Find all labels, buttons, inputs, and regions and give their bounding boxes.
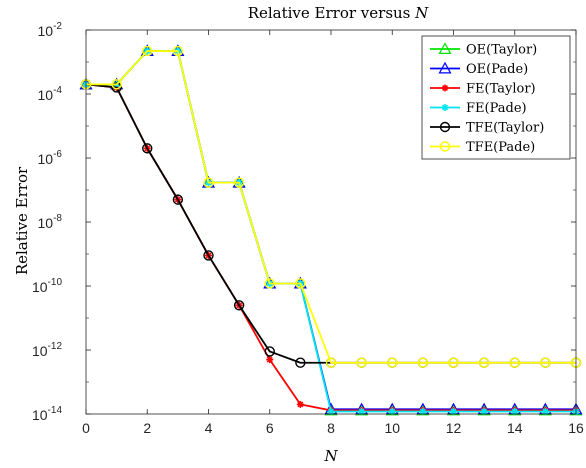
chart-title: Relative Error versus N <box>248 4 429 22</box>
y-tick-label: 10-8 <box>38 213 63 231</box>
legend-label-oe-taylor: OE(Taylor) <box>466 43 537 58</box>
y-tick-label: 10-10 <box>32 277 62 295</box>
data-point-tfe-taylor <box>111 82 122 93</box>
x-tick-label: 16 <box>568 420 584 436</box>
data-point-tfe-taylor <box>295 357 306 368</box>
y-tick-label: 10-2 <box>38 21 63 39</box>
x-tick-label: 2 <box>143 420 151 436</box>
data-point-tfe-pade <box>295 278 306 289</box>
legend-marker-fe-pade <box>441 104 449 111</box>
data-point-fe-taylor <box>266 356 274 364</box>
x-tick-label: 10 <box>384 420 400 436</box>
legend-label-tfe-taylor: TFE(Taylor) <box>466 121 544 136</box>
data-point-tfe-pade <box>264 278 275 289</box>
data-point-tfe-pade <box>417 357 429 368</box>
data-point-fe-pade <box>480 407 488 415</box>
data-point-tfe-pade <box>172 45 184 57</box>
legend-marker-tfe-taylor <box>439 121 451 133</box>
data-point-tfe-taylor <box>233 300 245 311</box>
y-tick-label: 10-12 <box>32 341 62 359</box>
data-point-tfe-taylor <box>142 143 153 154</box>
legend-marker-fe-taylor <box>441 84 449 92</box>
x-tick-label: 6 <box>266 420 274 436</box>
x-tick-label: 4 <box>205 420 213 436</box>
data-point-tfe-pade <box>478 357 490 368</box>
data-point-tfe-pade <box>233 177 245 188</box>
data-point-fe-pade <box>419 407 427 415</box>
legend-label-fe-taylor: FE(Taylor) <box>466 82 536 97</box>
legend-label-tfe-pade: TFE(Pade) <box>466 140 535 155</box>
x-tick-label: 14 <box>507 420 523 436</box>
data-point-tfe-pade <box>448 357 459 368</box>
y-tick-label: 10-14 <box>32 405 62 423</box>
y-tick-label: 10-6 <box>38 149 63 167</box>
data-point-tfe-taylor <box>203 250 214 261</box>
axes-frame <box>85 29 577 415</box>
legend-entry-oe-taylor: OE(Taylor) <box>430 42 537 58</box>
y-tick-base: 10 <box>32 279 48 295</box>
data-point-fe-pade <box>511 407 519 415</box>
series-line-tfe-pade <box>86 50 576 364</box>
legend-marker-oe-taylor <box>438 42 452 55</box>
data-point-fe-pade <box>388 407 396 415</box>
legend-marker-tfe-pade <box>439 141 451 152</box>
data-point-tfe-taylor <box>264 346 275 357</box>
y-tick-exponent: -12 <box>48 341 63 352</box>
y-tick-exponent: -8 <box>53 213 62 224</box>
x-tick-label: 12 <box>446 420 462 436</box>
legend-entry-oe-pade: OE(Pade) <box>430 61 528 77</box>
y-tick-label: 10-4 <box>38 85 63 103</box>
y-tick-base: 10 <box>38 215 54 231</box>
legend-entry-tfe-pade: TFE(Pade) <box>430 140 535 155</box>
legend-entry-tfe-taylor: TFE(Taylor) <box>430 121 544 136</box>
data-point-tfe-taylor <box>172 194 184 205</box>
y-tick-base: 10 <box>38 151 54 167</box>
data-point-tfe-pade <box>540 357 551 368</box>
y-tick-base: 10 <box>32 343 48 359</box>
data-point-tfe-pade <box>203 177 214 188</box>
x-tick-label: 8 <box>327 420 335 436</box>
legend-entry-fe-pade: FE(Pade) <box>430 101 527 116</box>
chart-title-text: Relative Error versus <box>248 4 411 22</box>
x-tick-label: 0 <box>82 420 90 436</box>
y-tick-exponent: -14 <box>48 405 63 416</box>
y-tick-exponent: -6 <box>53 149 62 160</box>
y-tick-exponent: -4 <box>53 85 62 96</box>
data-point-tfe-pade <box>387 357 398 368</box>
data-point-tfe-pade <box>356 357 367 368</box>
data-point-fe-pade <box>358 407 366 415</box>
y-axis-label: Relative Error <box>13 166 31 275</box>
data-point-tfe-pade <box>111 79 122 90</box>
y-tick-exponent: -10 <box>48 277 63 288</box>
legend-marker-oe-pade <box>438 61 452 74</box>
chart-title-variable: N <box>414 4 429 22</box>
series-tfe-pade <box>80 45 582 368</box>
x-axis-label: N <box>323 447 338 465</box>
legend-box <box>421 35 571 160</box>
y-tick-base: 10 <box>38 87 54 103</box>
legend-entry-fe-taylor: FE(Taylor) <box>430 82 536 97</box>
y-tick-base: 10 <box>38 23 54 39</box>
y-tick-base: 10 <box>32 407 48 423</box>
legend: OE(Taylor) OE(Pade) FE(Taylor) FE(Pade) TFE(… <box>421 35 571 160</box>
data-point-tfe-pade <box>325 357 337 368</box>
data-point-fe-taylor <box>296 400 304 408</box>
legend-label-fe-pade: FE(Pade) <box>466 101 527 116</box>
y-tick-exponent: -2 <box>53 21 62 32</box>
legend-label-oe-pade: OE(Pade) <box>466 62 528 77</box>
data-point-tfe-pade <box>142 45 153 57</box>
data-point-tfe-pade <box>509 357 520 368</box>
